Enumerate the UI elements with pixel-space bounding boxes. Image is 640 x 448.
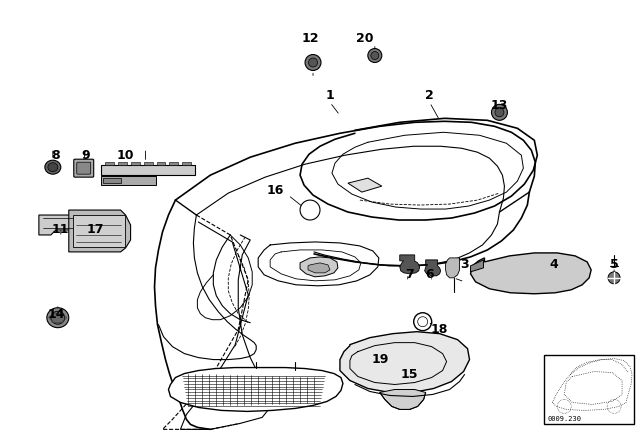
Polygon shape — [143, 162, 152, 165]
Text: 19: 19 — [371, 353, 388, 366]
Ellipse shape — [45, 160, 61, 174]
Text: 16: 16 — [266, 184, 284, 197]
Ellipse shape — [368, 48, 382, 63]
Polygon shape — [400, 255, 420, 274]
Ellipse shape — [371, 52, 379, 60]
Text: 10: 10 — [117, 149, 134, 162]
Text: 18: 18 — [431, 323, 448, 336]
Ellipse shape — [305, 55, 321, 70]
Polygon shape — [168, 367, 343, 411]
Bar — [544, 355, 634, 424]
Text: 2: 2 — [426, 89, 434, 102]
Polygon shape — [380, 389, 426, 409]
Polygon shape — [340, 332, 470, 392]
Polygon shape — [182, 162, 191, 165]
Text: 12: 12 — [301, 32, 319, 45]
Polygon shape — [170, 162, 179, 165]
Text: 0009.230: 0009.230 — [547, 416, 581, 422]
Ellipse shape — [308, 58, 317, 67]
Polygon shape — [131, 162, 140, 165]
Ellipse shape — [51, 311, 65, 324]
Text: 20: 20 — [356, 32, 374, 45]
Polygon shape — [348, 178, 382, 192]
Ellipse shape — [48, 163, 58, 172]
Polygon shape — [100, 165, 195, 175]
Polygon shape — [157, 162, 166, 165]
Polygon shape — [68, 210, 131, 252]
Polygon shape — [470, 253, 591, 294]
Text: 1: 1 — [326, 89, 334, 102]
FancyBboxPatch shape — [74, 159, 93, 177]
Polygon shape — [118, 162, 127, 165]
Text: 11: 11 — [52, 224, 70, 237]
Text: 7: 7 — [405, 268, 414, 281]
Polygon shape — [300, 257, 338, 277]
Text: 6: 6 — [426, 268, 434, 281]
Polygon shape — [308, 263, 330, 273]
Text: 5: 5 — [610, 258, 618, 271]
Polygon shape — [100, 176, 156, 185]
Text: 17: 17 — [87, 224, 104, 237]
Polygon shape — [470, 260, 483, 272]
Polygon shape — [39, 215, 91, 235]
Text: 15: 15 — [401, 368, 419, 381]
Bar — [73, 215, 125, 247]
Text: 3: 3 — [460, 258, 469, 271]
Bar — [102, 178, 120, 183]
Text: 14: 14 — [47, 308, 65, 321]
Text: 13: 13 — [491, 99, 508, 112]
Ellipse shape — [608, 272, 620, 284]
Text: 9: 9 — [81, 149, 90, 162]
Text: 8: 8 — [51, 149, 60, 162]
Polygon shape — [425, 260, 440, 276]
Ellipse shape — [492, 104, 508, 121]
Text: 4: 4 — [550, 258, 559, 271]
Polygon shape — [105, 162, 114, 165]
Ellipse shape — [495, 108, 504, 117]
Polygon shape — [445, 258, 460, 278]
Ellipse shape — [47, 308, 68, 327]
FancyBboxPatch shape — [77, 162, 91, 174]
